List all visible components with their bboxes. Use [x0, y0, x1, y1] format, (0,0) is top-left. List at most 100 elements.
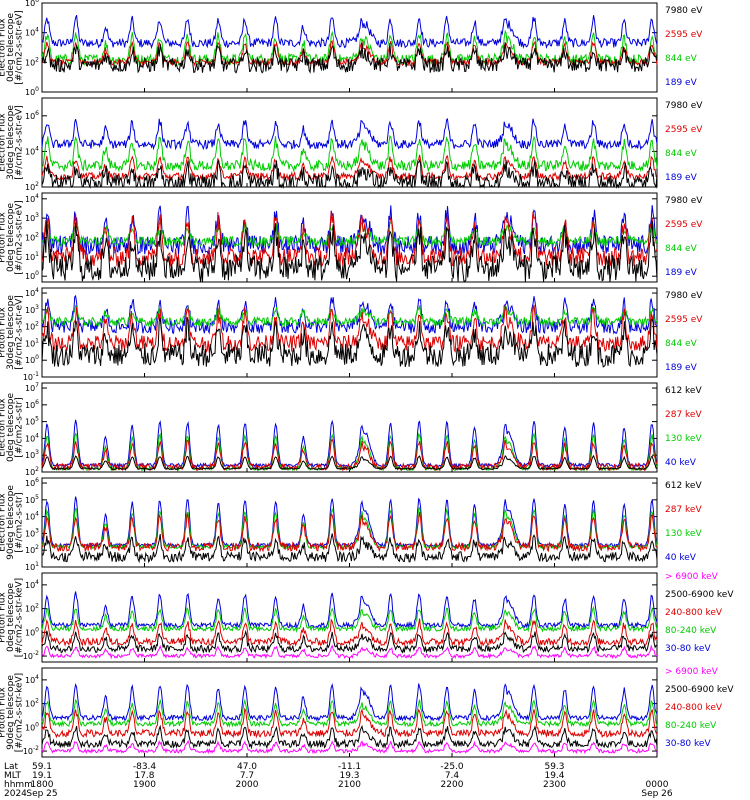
- y-tick-label: 101: [25, 337, 39, 348]
- legend-entry: 130 keV: [665, 529, 702, 539]
- y-tick-base: 10: [25, 306, 35, 315]
- y-axis-label: MEPEDProton Flux90deg telescope[#/cm2-s-…: [0, 673, 25, 752]
- y-tick-base: 10: [23, 373, 33, 382]
- y-tick-label: 103: [25, 212, 39, 223]
- y-tick-exponent: 2: [35, 544, 39, 551]
- y-tick-label: 104: [25, 579, 39, 590]
- series-line: [41, 432, 658, 472]
- legend-entry: 240-800 keV: [665, 703, 723, 713]
- y-tick-label: 10-1: [23, 371, 39, 382]
- legend-entry: 7980 eV: [665, 6, 703, 16]
- x-tick-label: 7.4: [445, 771, 460, 781]
- y-tick-exponent: 2: [35, 603, 39, 610]
- series-line: [41, 533, 658, 564]
- y-tick-base: 10: [25, 384, 35, 393]
- y-tick-base: 10: [25, 289, 35, 298]
- y-tick-label: 102: [25, 544, 39, 555]
- y-tick-exponent: 4: [35, 27, 39, 34]
- y-tick-base: 10: [25, 479, 35, 488]
- series-line: [41, 682, 658, 722]
- y-axis-label-line: [#/cm2-s-str-eV]: [15, 295, 25, 370]
- y-tick-exponent: 6: [35, 0, 39, 4]
- x-row-label-mlt: MLT: [4, 771, 22, 781]
- y-tick-label: 102: [25, 603, 39, 614]
- y-axis-label-line: 0deg telescope: [6, 203, 16, 273]
- y-tick-exponent: 4: [35, 432, 39, 439]
- x-row-label-lat: Lat: [4, 762, 19, 772]
- y-tick-label: 101: [25, 561, 39, 572]
- x-tick-label: 1800: [31, 780, 54, 790]
- y-axis-label-line: 30deg telescope: [6, 105, 16, 180]
- y-tick-base: 10: [25, 339, 35, 348]
- y-tick-base: 10: [25, 581, 35, 590]
- legend-entry: 189 eV: [665, 78, 698, 88]
- y-tick-label: 102: [25, 56, 39, 67]
- series-line: [41, 219, 658, 248]
- y-tick-exponent: 4: [35, 511, 39, 518]
- series-line: [41, 629, 658, 654]
- y-tick-exponent: 0: [35, 721, 39, 728]
- y-tick-base: 10: [23, 747, 33, 756]
- legend-entry: 287 keV: [665, 410, 702, 420]
- y-axis-label-line: [#/cm2-s-str-eV]: [15, 105, 25, 180]
- y-axis-label-line: Electron Flux: [0, 113, 8, 172]
- x-tick-label: Sep 26: [641, 789, 673, 799]
- panel-5: MEPEDElectron Flux0deg telescope[#/cm2-s…: [0, 382, 702, 477]
- y-axis-label: TEDElectron Flux0deg telescope[#/cm2-s-s…: [0, 10, 25, 85]
- series-line: [41, 158, 658, 189]
- legend-entry: 80-240 keV: [665, 626, 717, 636]
- y-tick-exponent: -2: [33, 745, 39, 752]
- y-tick-base: 10: [25, 418, 35, 427]
- y-tick-exponent: 0: [35, 354, 39, 361]
- legend-entry: 7980 eV: [665, 196, 703, 206]
- y-tick-label: 102: [25, 321, 39, 332]
- y-tick-exponent: 2: [35, 321, 39, 328]
- y-tick-exponent: 3: [35, 527, 39, 534]
- series-line: [41, 317, 658, 368]
- y-tick-label: 104: [25, 432, 39, 443]
- legend-entry: 612 keV: [665, 481, 702, 491]
- y-tick-exponent: 2: [35, 181, 39, 188]
- legend-entry: 2500-6900 keV: [665, 685, 734, 695]
- y-tick-label: 100: [25, 270, 39, 281]
- y-tick-base: 10: [25, 676, 35, 685]
- y-tick-base: 10: [25, 0, 35, 8]
- y-tick-exponent: 4: [35, 287, 39, 294]
- legend-entry: > 6900 keV: [665, 667, 719, 677]
- series-line: [41, 591, 658, 630]
- y-tick-exponent: -1: [33, 371, 39, 378]
- panel-4: TEDProton Flux30deg telescope[#/cm2-s-st…: [0, 287, 703, 382]
- y-tick-label: 103: [25, 527, 39, 538]
- y-tick-label: 101: [25, 251, 39, 262]
- y-axis-label: MEPEDProton Flux0deg telescope[#/cm2-s-s…: [0, 578, 25, 657]
- series-line: [41, 698, 658, 729]
- panel-3: TEDProton Flux0deg telescope[#/cm2-s-str…: [0, 192, 703, 283]
- y-tick-base: 10: [25, 183, 35, 192]
- y-tick-label: 102: [25, 698, 39, 709]
- y-axis-label: MEPEDElectron Flux90deg telescope[#/cm2-…: [0, 485, 25, 560]
- y-axis-label-line: 0deg telescope: [6, 583, 16, 653]
- legend-entry: 30-80 keV: [665, 739, 711, 749]
- series-line: [41, 134, 658, 173]
- legend-entry: 240-800 keV: [665, 608, 723, 618]
- y-tick-base: 10: [23, 652, 33, 661]
- y-axis-label-line: 90deg telescope: [6, 675, 16, 750]
- y-tick-base: 10: [25, 513, 35, 522]
- x-tick-label: 1900: [133, 780, 156, 790]
- panel-7: MEPEDProton Flux0deg telescope[#/cm2-s-s…: [0, 572, 734, 663]
- legend-entry: 2595 eV: [665, 125, 703, 135]
- legend-entry: > 6900 keV: [665, 572, 719, 582]
- x-tick-label: 2000: [236, 780, 259, 790]
- y-tick-label: 100: [25, 354, 39, 365]
- x-tick-label: 19.1: [32, 771, 52, 781]
- x-tick-label: -11.1: [338, 762, 361, 772]
- x-tick-label: 19.3: [339, 771, 359, 781]
- legend-entry: 7980 eV: [665, 101, 703, 111]
- y-tick-exponent: 2: [35, 466, 39, 473]
- legend-entry: 2500-6900 keV: [665, 590, 734, 600]
- series-line: [41, 304, 658, 354]
- legend-entry: 130 keV: [665, 434, 702, 444]
- y-tick-exponent: 5: [35, 416, 39, 423]
- legend-entry: 2595 eV: [665, 315, 703, 325]
- x-tick-label: 17.8: [134, 771, 154, 781]
